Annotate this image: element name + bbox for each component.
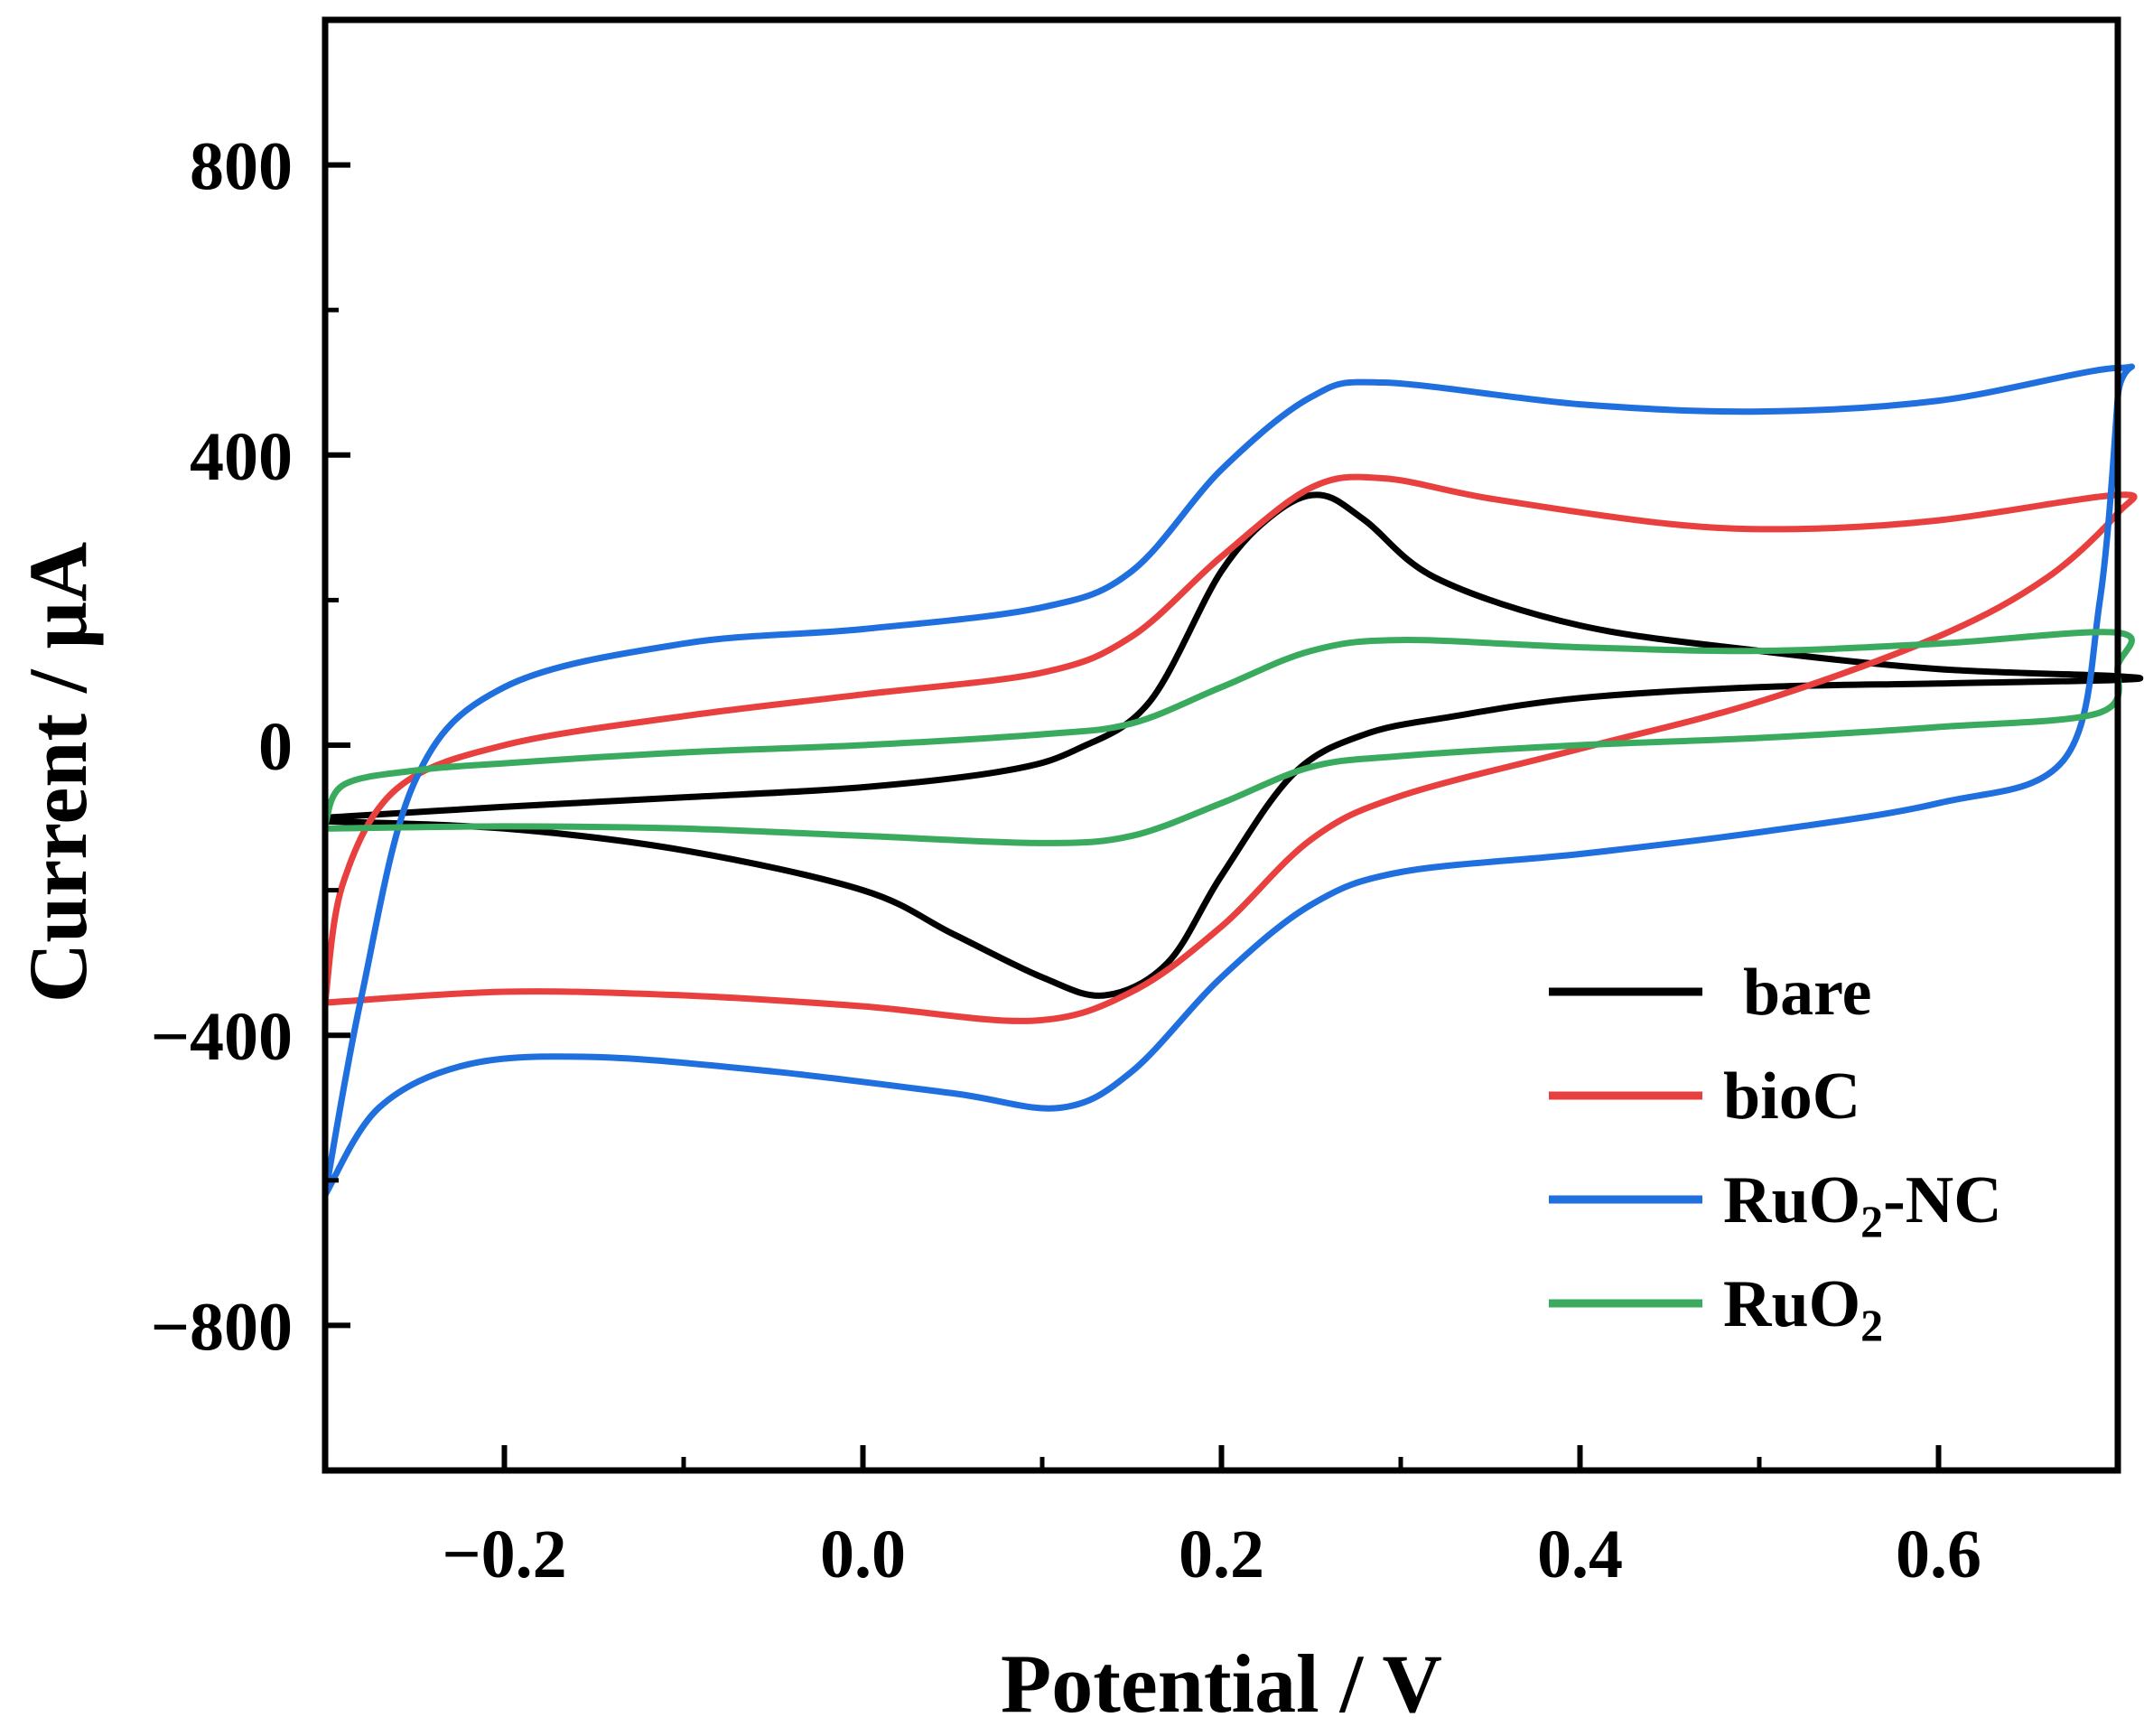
legend: bare bioC RuO2-NC RuO2: [1549, 956, 2002, 1350]
series-line-ruo2: [322, 629, 2135, 846]
legend-label-ruo2-nc: RuO2-NC: [1723, 1163, 2002, 1246]
y-tick-label: −800: [151, 1289, 293, 1365]
axis-ticks: −0.2 0.0 0.2 0.4 0.6 −800 −400 0 400 800: [151, 17, 2121, 1592]
series-line-bioc: [322, 473, 2138, 1024]
y-axis-label: Current / μA: [12, 542, 104, 1003]
y-tick-label: −400: [151, 999, 293, 1075]
x-tick-label: 0.2: [1179, 1517, 1264, 1592]
legend-label-ruo2: RuO2: [1723, 1267, 1883, 1350]
x-tick-label: 0.6: [1896, 1517, 1981, 1592]
y-tick-label: 400: [190, 419, 293, 495]
legend-label-bioc: bioC: [1723, 1059, 1860, 1134]
y-tick-label: 800: [190, 129, 293, 205]
x-tick-label: −0.2: [442, 1517, 566, 1592]
x-tick-label: 0.4: [1537, 1517, 1623, 1592]
y-tick-label: 0: [258, 709, 293, 785]
x-axis-label: Potential / V: [1001, 1638, 1442, 1730]
x-tick-label: 0.0: [820, 1517, 906, 1592]
series-line-bare: [322, 491, 2144, 999]
legend-label-bare: bare: [1743, 956, 1872, 1030]
